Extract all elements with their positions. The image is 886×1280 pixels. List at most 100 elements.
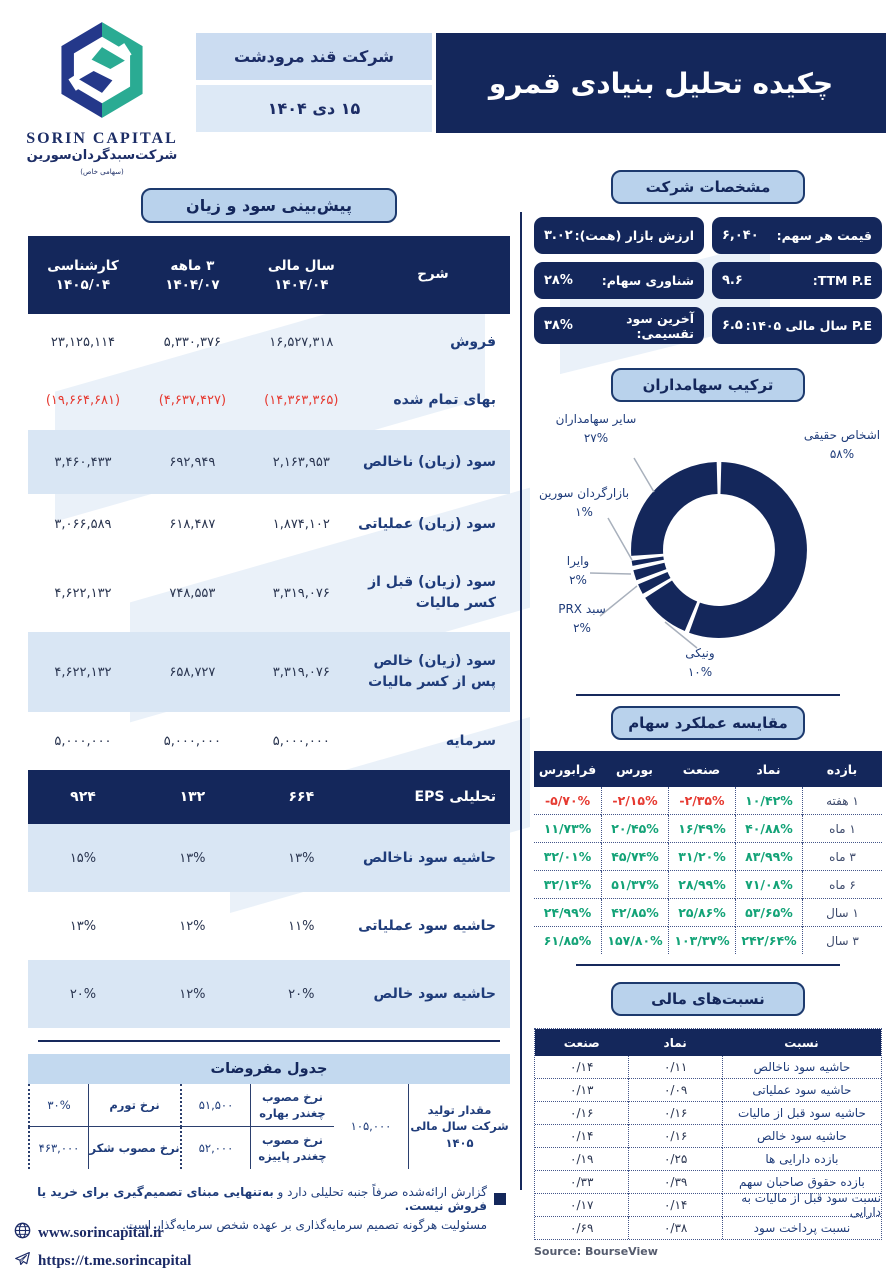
ratio-label: نسبت پرداخت سود <box>721 1217 881 1239</box>
ratios-column-header: نماد <box>663 1035 687 1050</box>
performance-value: ۳۱/۲۰% <box>668 843 735 871</box>
pl-row-label: حاشیه سود عملیاتی <box>358 917 496 934</box>
performance-value: -۲/۳۵% <box>668 787 735 815</box>
slice-label-others: سایر سهامداران ۲۷% <box>555 412 637 445</box>
performance-value: ۸۳/۹۹% <box>734 843 802 871</box>
assumptions-table: نرخ مصوب چغندر بهاره ۵۱,۵۰۰ نرخ تورم ۳۰%… <box>28 1084 510 1169</box>
ratio-value: ۰/۱۶ <box>628 1102 722 1125</box>
performance-value: -۲/۱۵% <box>601 787 668 815</box>
pl-column-header: شرح <box>417 265 449 282</box>
performance-period: ۱ سال <box>801 899 882 927</box>
pl-row-value: ۷۴۸,۵۵۳ <box>169 585 216 601</box>
logo-wordmark: SORIN CAPITAL <box>26 130 178 147</box>
pl-column-header: سال مالی ۱۴۰۴/۰۴ <box>267 257 335 293</box>
performance-value: ۲۴/۹۹% <box>534 899 602 927</box>
specs-section-title: مشخصات شرکت <box>611 170 805 204</box>
performance-value: ۱۰۳/۳۷% <box>668 927 735 954</box>
performance-period: ۱ ماه <box>801 815 882 843</box>
pl-row-value: ۱۳% <box>288 850 315 866</box>
ratio-label: بازده دارایی ها <box>721 1148 881 1171</box>
performance-row: ۱ ماه ۴۰/۸۸% ۱۶/۴۹% ۲۰/۴۵% ۱۱/۷۳% <box>534 815 882 843</box>
ratio-row: بازده حقوق صاحبان سهم ۰/۳۹ ۰/۳۳ <box>535 1171 881 1194</box>
performance-value: ۵۱/۳۷% <box>601 871 668 899</box>
performance-period: ۳ ماه <box>801 843 882 871</box>
spec-chip-marketcap: ارزش بازار (همت): ۳.۰۲ <box>534 217 704 254</box>
page-title: چکیده تحلیل بنیادی قمرو <box>488 66 834 100</box>
pl-row-value: ۶۶۴ <box>288 789 315 805</box>
pl-row-value: ۱۲% <box>179 986 206 1002</box>
performance-value: -۵/۷۰% <box>534 787 602 815</box>
logo-subtitle: شرکت‌سبدگردان‌سورین (سهامی خاص) <box>26 148 178 176</box>
pl-row-label: تحلیلی EPS <box>414 788 496 805</box>
performance-column-header: نماد <box>756 761 781 777</box>
shareholders-section-title: ترکیب سهامداران <box>611 368 805 402</box>
assumption-label: نرخ مصوب چغندر پاییزه <box>250 1127 334 1169</box>
assumption-value: ۳۰% <box>28 1084 88 1127</box>
performance-row: ۳ ماه ۸۳/۹۹% ۳۱/۲۰% ۴۵/۷۴% ۳۲/۰۱% <box>534 843 882 871</box>
ratios-header: نسبت نماد صنعت <box>535 1029 881 1056</box>
pl-table-row: حاشیه سود ناخالص ۱۳% ۱۳% ۱۵% <box>28 824 510 892</box>
spec-chip-dividend: آخرین سود تقسیمی: ۳۸% <box>534 307 704 344</box>
pl-row-value: ۱,۸۷۴,۱۰۲ <box>272 516 330 532</box>
separator-line <box>575 694 841 696</box>
right-column: مشخصات شرکت قیمت هر سهم: ۶,۰۴۰ ارزش بازار… <box>534 170 882 1258</box>
slice-label-prx: سبد PRX ۲% <box>558 602 606 635</box>
pl-row-value: ۱۳۲ <box>179 789 206 805</box>
pl-row-value: ۱۳% <box>179 850 206 866</box>
pl-section-title: پیش‌بینی سود و زیان <box>141 188 397 223</box>
assumption-production-label: مقدار تولید شرکت سال مالی ۱۴۰۵ <box>408 1084 510 1169</box>
ratio-label: بازده حقوق صاحبان سهم <box>721 1171 881 1194</box>
telegram-link[interactable]: https://t.me.sorincapital <box>14 1250 191 1272</box>
pl-table-row: سود (زیان) قبل از کسر مالیات ۳,۳۱۹,۰۷۶ ۷۴۸… <box>28 554 510 632</box>
slice-label-sorin-marketmaker: بازارگردان سورین ۱% <box>538 486 630 519</box>
disclaimer-note-2: مسئولیت هرگونه تصمیم سرمایه‌گذاری بر عهد… <box>122 1218 487 1232</box>
pl-row-value: ۶۱۸,۴۸۷ <box>169 516 216 532</box>
pl-column-header: ۳ ماهه ۱۴۰۴/۰۷ <box>165 257 220 293</box>
ratio-value: ۰/۱۴ <box>535 1125 629 1148</box>
leader-lines <box>589 457 698 649</box>
performance-column-header: بورس <box>616 761 653 777</box>
pl-row-label: سود (زیان) خالص پس از کسر مالیات <box>368 653 496 690</box>
company-specs: قیمت هر سهم: ۶,۰۴۰ ارزش بازار (همت): ۳.۰۲ … <box>534 217 882 344</box>
pl-row-label: حاشیه سود خالص <box>373 985 497 1002</box>
footer-links: www.sorincapital.ir https://t.me.sorinca… <box>14 1222 191 1272</box>
header-info-boxes: شرکت قند مرودشت ۱۵ دی ۱۴۰۴ <box>196 33 432 132</box>
assumption-label: نرخ مصوب شکر <box>88 1127 180 1169</box>
performance-value: ۱۰/۴۲% <box>734 787 802 815</box>
pl-row-value: ۳,۳۱۹,۰۷۶ <box>272 585 330 601</box>
pl-row-value: ۹۲۴ <box>70 789 96 805</box>
pl-row-value: ۲۰% <box>288 986 315 1002</box>
company-logo-block: SORIN CAPITAL شرکت‌سبدگردان‌سورین (سهامی… <box>16 18 188 178</box>
ratio-row: بازده دارایی ها ۰/۲۵ ۰/۱۹ <box>535 1148 881 1171</box>
performance-row: ۳ سال ۲۴۲/۶۴% ۱۰۳/۳۷% ۱۵۷/۸۰% ۶۱/۸۵% <box>534 927 882 954</box>
performance-value: ۲۴۲/۶۴% <box>734 927 802 954</box>
pl-row-value: ۱۶,۵۲۷,۳۱۸ <box>269 334 334 350</box>
performance-value: ۱۱/۷۳% <box>534 815 602 843</box>
pl-section: پیش‌بینی سود و زیان شرح سال مالی ۱۴۰۴/۰۴ ۳ … <box>28 188 510 1232</box>
pl-table-row: سود (زیان) خالص پس از کسر مالیات ۳,۳۱۹,۰۷… <box>28 632 510 712</box>
ratios-section-title: نسبت‌های مالی <box>611 982 805 1016</box>
report-title-banner: چکیده تحلیل بنیادی قمرو <box>436 33 886 133</box>
performance-header: بازده نماد صنعت بورس فرابورس <box>534 751 882 787</box>
performance-value: ۳۲/۱۴% <box>534 871 602 899</box>
pl-row-value: ۳,۴۶۰,۴۳۳ <box>54 454 112 470</box>
performance-row: ۱ سال ۵۳/۶۵% ۲۵/۸۶% ۴۲/۸۵% ۲۴/۹۹% <box>534 899 882 927</box>
pl-row-value: ۲,۱۶۳,۹۵۳ <box>272 454 330 470</box>
pl-row-value: ۴,۶۲۲,۱۳۲ <box>54 585 112 601</box>
ratio-row: حاشیه سود قبل از مالیات ۰/۱۶ ۰/۱۶ <box>535 1102 881 1125</box>
ratio-row: حاشیه سود خالص ۰/۱۶ ۰/۱۴ <box>535 1125 881 1148</box>
assumption-value: ۴۶۳,۰۰۰ <box>28 1127 88 1169</box>
performance-value: ۳۲/۰۱% <box>534 843 602 871</box>
pl-forecast-table: شرح سال مالی ۱۴۰۴/۰۴ ۳ ماهه ۱۴۰۴/۰۷ کارشناسی ۱… <box>28 236 510 1028</box>
spec-chip-price: قیمت هر سهم: ۶,۰۴۰ <box>712 217 882 254</box>
ratio-value: ۰/۳۹ <box>628 1171 722 1194</box>
donut-slice <box>638 571 671 594</box>
website-link[interactable]: www.sorincapital.ir <box>14 1222 191 1244</box>
ratio-row: نسبت پرداخت سود ۰/۳۸ ۰/۶۹ <box>535 1217 881 1239</box>
ratio-value: ۰/۱۴ <box>628 1194 722 1217</box>
ratio-value: ۰/۰۹ <box>628 1079 722 1102</box>
performance-table: بازده نماد صنعت بورس فرابورس ۱ هفته ۱۰/۴۲% -۲/۳… <box>534 751 882 954</box>
ratio-row: حاشیه سود عملیاتی ۰/۰۹ ۰/۱۳ <box>535 1079 881 1102</box>
donut-slice <box>631 462 719 556</box>
pl-row-value: ۱۲% <box>179 918 206 934</box>
